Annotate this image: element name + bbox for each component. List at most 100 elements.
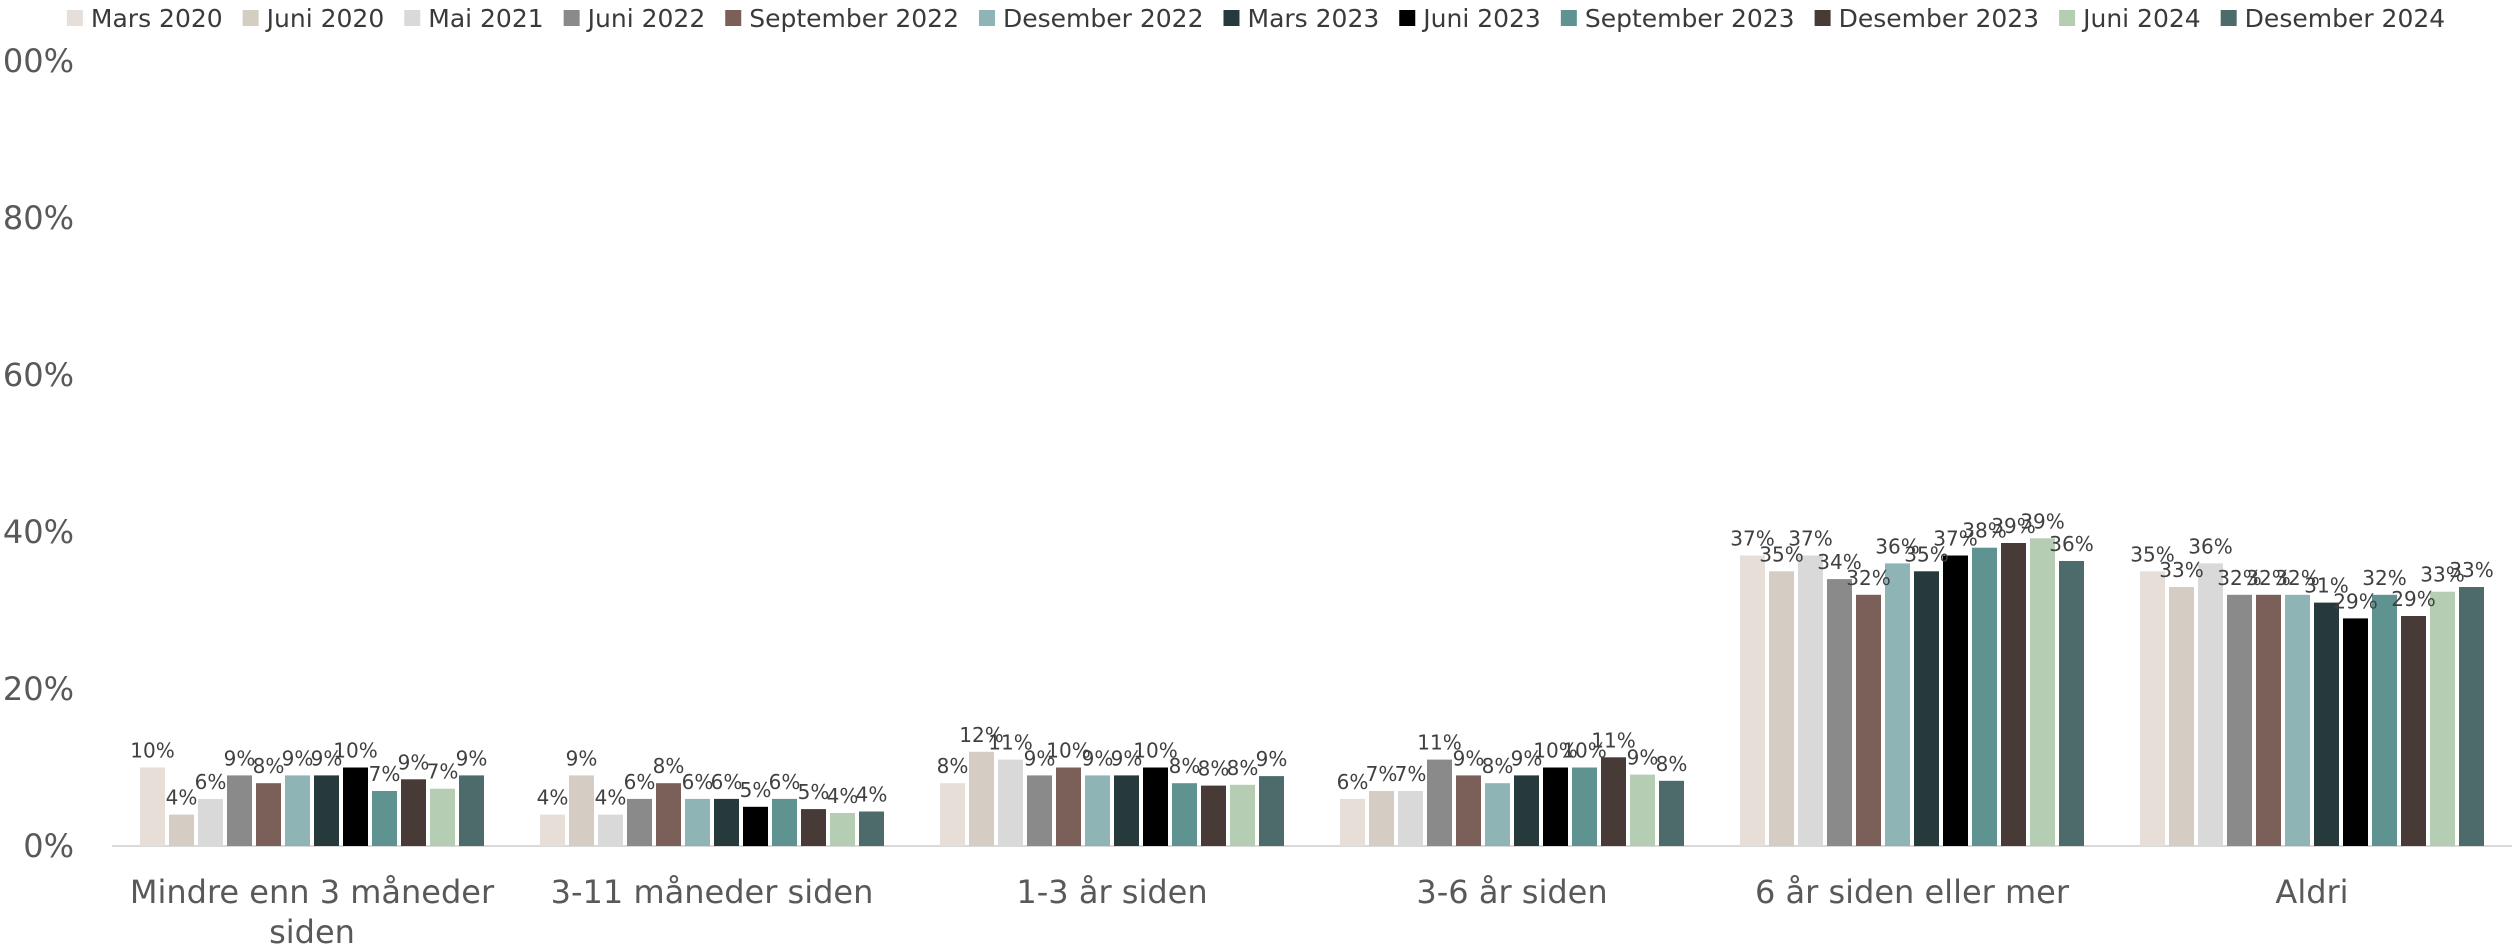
data-label: 35% <box>2130 542 2174 566</box>
data-label: 4% <box>537 786 569 810</box>
legend-item: Desember 2023 <box>1814 4 2039 33</box>
data-label: 8% <box>253 754 285 778</box>
data-label: 32% <box>2246 566 2290 590</box>
data-label: 9% <box>282 746 314 770</box>
bar <box>940 783 965 846</box>
data-label: 34% <box>1817 550 1861 574</box>
bar <box>1572 767 1597 846</box>
bar <box>685 798 710 846</box>
data-label: 10% <box>1133 739 1177 763</box>
bar <box>2343 618 2368 846</box>
legend-label: Mai 2021 <box>428 4 543 33</box>
data-label: 10% <box>1562 739 1606 763</box>
data-label: 5% <box>798 780 830 804</box>
data-label: 8% <box>1227 756 1259 780</box>
bar <box>656 783 681 846</box>
data-label: 35% <box>1904 542 1948 566</box>
data-label: 36% <box>2049 532 2093 556</box>
bar <box>1769 571 1794 847</box>
data-label: 37% <box>1730 527 1774 551</box>
legend-swatch <box>1223 10 1240 26</box>
data-label: 9% <box>398 750 430 774</box>
bar <box>372 791 397 846</box>
bar <box>714 798 739 846</box>
data-label: 33% <box>2449 558 2493 582</box>
data-label: 8% <box>1198 757 1230 781</box>
data-label: 9% <box>311 746 343 770</box>
data-label: 39% <box>2020 509 2064 533</box>
data-label: 8% <box>1169 754 1201 778</box>
legend-item: Juni 2020 <box>242 4 384 33</box>
legend-swatch <box>242 10 259 26</box>
legend-swatch <box>978 10 995 26</box>
data-label: 33% <box>2420 563 2464 587</box>
bar <box>1230 784 1255 846</box>
x-tick-label: Aldri <box>2275 873 2348 911</box>
bar <box>1398 791 1423 846</box>
bar <box>540 814 565 846</box>
bar <box>343 767 368 846</box>
legend-label: Mars 2020 <box>91 4 223 33</box>
legend-label: Mars 2023 <box>1247 4 1379 33</box>
data-label: 10% <box>1533 739 1577 763</box>
data-label: 6% <box>195 770 227 794</box>
data-label: 11% <box>1417 731 1461 755</box>
x-tick-label: 1-3 år siden <box>1016 873 1207 911</box>
legend-swatch <box>2220 10 2237 26</box>
y-tick-label: 100% <box>0 42 74 80</box>
bar <box>314 775 339 846</box>
data-label: 4% <box>856 783 888 807</box>
bar <box>1172 783 1197 846</box>
bar <box>198 798 223 846</box>
data-label: 6% <box>769 770 801 794</box>
legend-item: Juni 2022 <box>563 4 705 33</box>
data-label: 4% <box>827 784 859 808</box>
x-axis: Mindre enn 3 måneder siden 3-11 måneder si… <box>130 873 2349 951</box>
bar <box>285 775 310 846</box>
bar <box>1798 555 1823 846</box>
bar <box>2227 594 2252 846</box>
bars <box>140 538 2484 847</box>
data-label: 5% <box>740 778 772 802</box>
data-label: 9% <box>1024 746 1056 770</box>
bar <box>2140 571 2165 847</box>
bar <box>1201 785 1226 846</box>
bar <box>2314 602 2339 846</box>
bar <box>998 759 1023 846</box>
x-tick-label: 6 år siden eller mer <box>1755 873 2070 911</box>
data-label: 4% <box>166 786 198 810</box>
bar <box>2459 587 2484 846</box>
bar <box>1456 775 1481 846</box>
data-label: 7% <box>369 762 401 786</box>
bar <box>2285 594 2310 846</box>
bar <box>772 798 797 846</box>
bar <box>859 811 884 846</box>
legend-swatch <box>725 10 742 26</box>
legend-item: Desember 2024 <box>2220 4 2445 33</box>
legend-item: September 2023 <box>1560 4 1795 33</box>
data-label: 10% <box>130 739 174 763</box>
bar <box>430 788 455 846</box>
data-label: 29% <box>2333 589 2377 613</box>
bar <box>1114 775 1139 846</box>
legend: Mars 2020 Juni 2020 Mai 2021 Juni 2022 Septe… <box>66 4 2445 33</box>
bar <box>627 798 652 846</box>
bar <box>1601 757 1626 846</box>
x-tick-label: 3-11 måneder siden <box>551 873 874 911</box>
data-label: 32% <box>2362 566 2406 590</box>
bar <box>2001 543 2026 846</box>
y-tick-label: 60% <box>3 356 74 394</box>
legend-label: Desember 2022 <box>1003 4 1204 33</box>
bar <box>969 751 994 846</box>
bar <box>569 775 594 846</box>
data-label: 6% <box>624 770 656 794</box>
bar <box>2030 538 2055 846</box>
data-label: 6% <box>711 770 743 794</box>
y-tick-label: 40% <box>3 513 74 551</box>
bar <box>1543 767 1568 846</box>
legend-item: Juni 2023 <box>1399 4 1541 33</box>
data-label: 9% <box>1627 746 1659 770</box>
data-label: 8% <box>1656 752 1688 776</box>
bar <box>1340 798 1365 846</box>
legend-item: Mars 2023 <box>1223 4 1379 33</box>
